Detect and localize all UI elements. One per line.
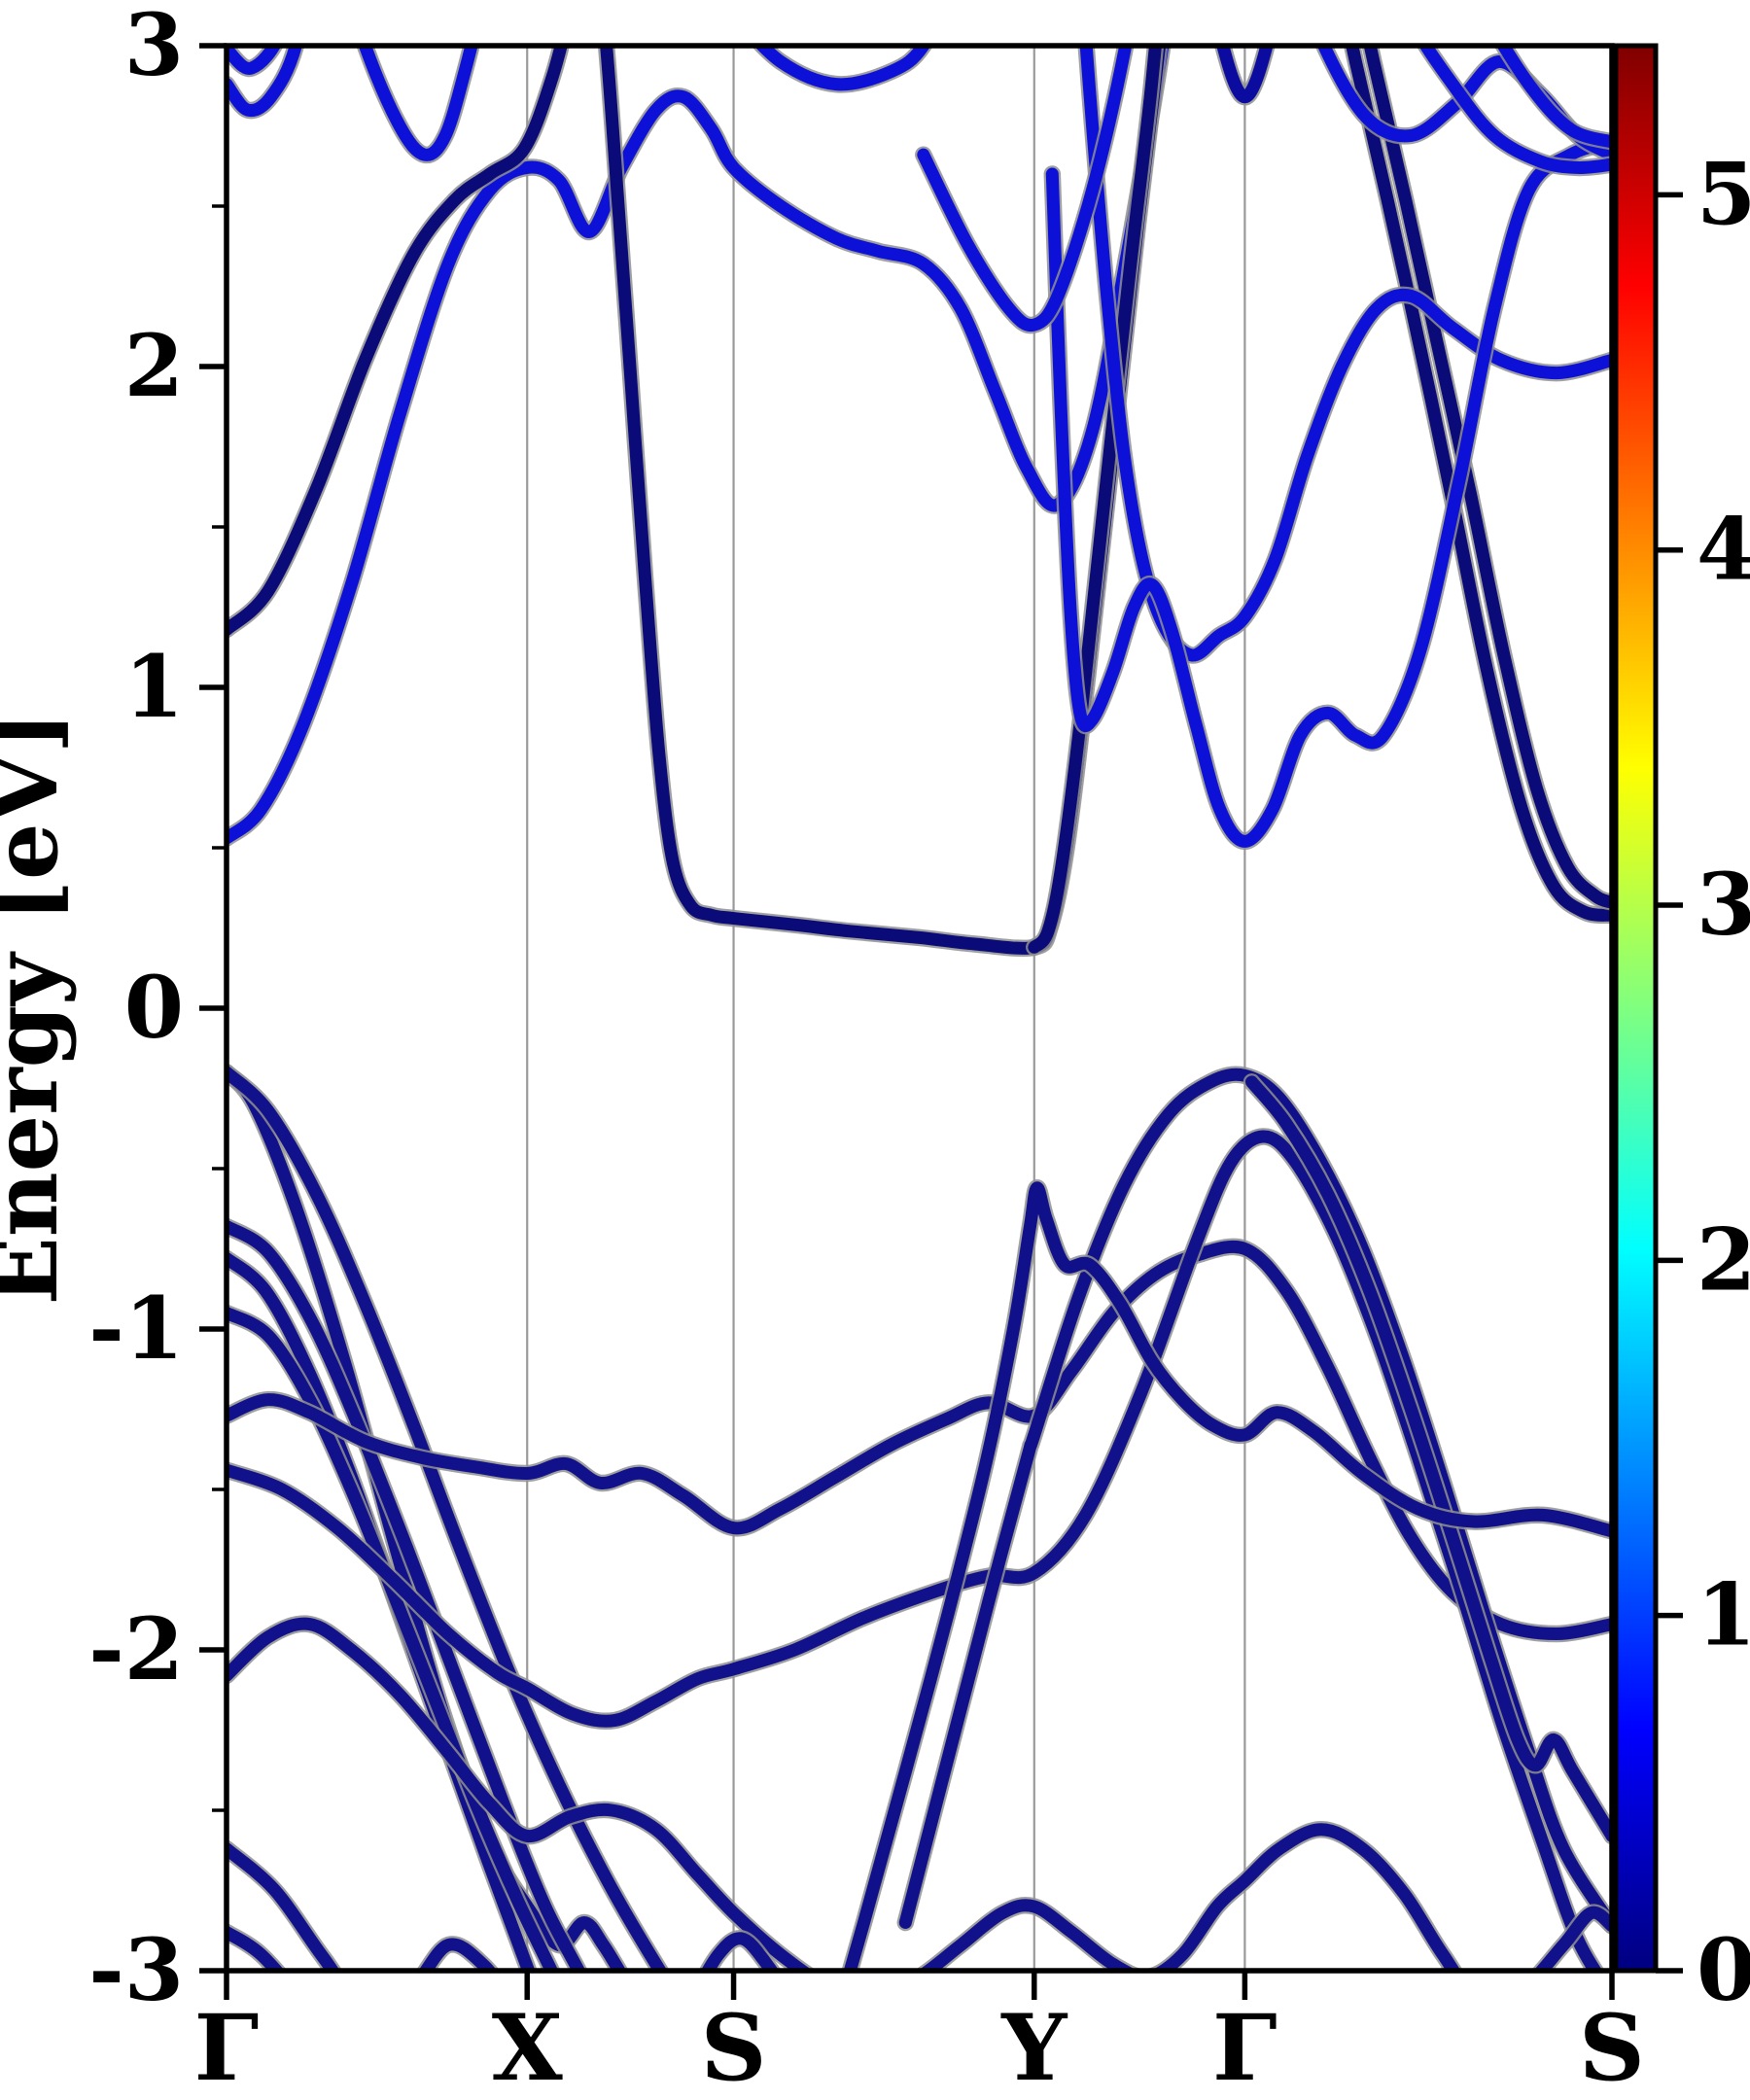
x-tick-label: Γ bbox=[194, 1995, 260, 2100]
colorbar-tick-label: 3 bbox=[1697, 854, 1750, 955]
band-curves bbox=[227, 46, 1612, 1971]
band-cond-pair-rising-Y bbox=[1028, 46, 1162, 954]
band-cond-top-dip-GX bbox=[358, 46, 478, 161]
y-tick-label: 0 bbox=[124, 957, 184, 1058]
x-tick-label: S bbox=[1579, 1995, 1645, 2100]
colorbar-gradient bbox=[1616, 46, 1656, 1971]
y-tick-label: 2 bbox=[124, 315, 184, 416]
band-val-gamma1-b4 bbox=[227, 1307, 559, 1971]
band-cond-dip-at-Y bbox=[917, 46, 1133, 332]
band-cond-pair-desc-b bbox=[1363, 46, 1612, 909]
band-cond-gamma1-lower bbox=[227, 46, 1170, 845]
y-axis: 3 2 1 0 -1 -2 -3 bbox=[88, 0, 227, 2020]
y-tick-label: 1 bbox=[124, 636, 184, 737]
colorbar-tick-label: 0 bbox=[1697, 1919, 1750, 2020]
colorbar-tick-label: 2 bbox=[1697, 1208, 1750, 1310]
x-tick-label: Y bbox=[1000, 1995, 1068, 2100]
band-cond-gamma2-parab-upper bbox=[1079, 46, 1612, 662]
band-cond-top-right-b bbox=[1418, 46, 1612, 174]
band-cond-top-right-c bbox=[1495, 46, 1612, 149]
colorbar-tick-label: 4 bbox=[1697, 499, 1750, 600]
colorbar-tick-label: 5 bbox=[1697, 143, 1750, 244]
band-val-gamma1-top-light bbox=[227, 1066, 668, 1971]
band-cond-notch-gamma2 bbox=[1216, 46, 1274, 104]
y-tick-label: -2 bbox=[88, 1598, 184, 1699]
band-val-dome-twin bbox=[1245, 1075, 1612, 1842]
x-tick-label: S bbox=[701, 1995, 767, 2100]
x-tick-label: Γ bbox=[1212, 1995, 1278, 2100]
y-tick-label: -3 bbox=[88, 1919, 184, 2020]
y-axis-title: Energy [eV] bbox=[0, 712, 78, 1306]
band-val-deep-left bbox=[227, 1842, 498, 1971]
band-cond-top-gamma1-a bbox=[227, 46, 303, 118]
band-val-wavy-bottom bbox=[227, 1617, 1612, 1971]
x-tick-label: X bbox=[492, 1995, 563, 2100]
band-cond-gamma2-parab-lower bbox=[1045, 135, 1612, 848]
y-tick-label: -1 bbox=[88, 1278, 184, 1379]
colorbar-tick-label: 1 bbox=[1697, 1564, 1750, 1665]
band-val-corner-left bbox=[227, 1925, 285, 1971]
colorbar: 0 1 2 3 4 5 bbox=[1613, 43, 1750, 2020]
band-val-Y-corner bbox=[843, 1181, 1612, 1971]
colorbar-frame bbox=[1613, 43, 1659, 1974]
band-val-flat-long bbox=[227, 1240, 1612, 1640]
gridlines bbox=[526, 46, 1246, 1971]
band-val-hump-S-bottom bbox=[700, 1932, 780, 1971]
y-tick-label: 3 bbox=[124, 0, 184, 95]
band-cond-top-SY bbox=[753, 46, 931, 91]
